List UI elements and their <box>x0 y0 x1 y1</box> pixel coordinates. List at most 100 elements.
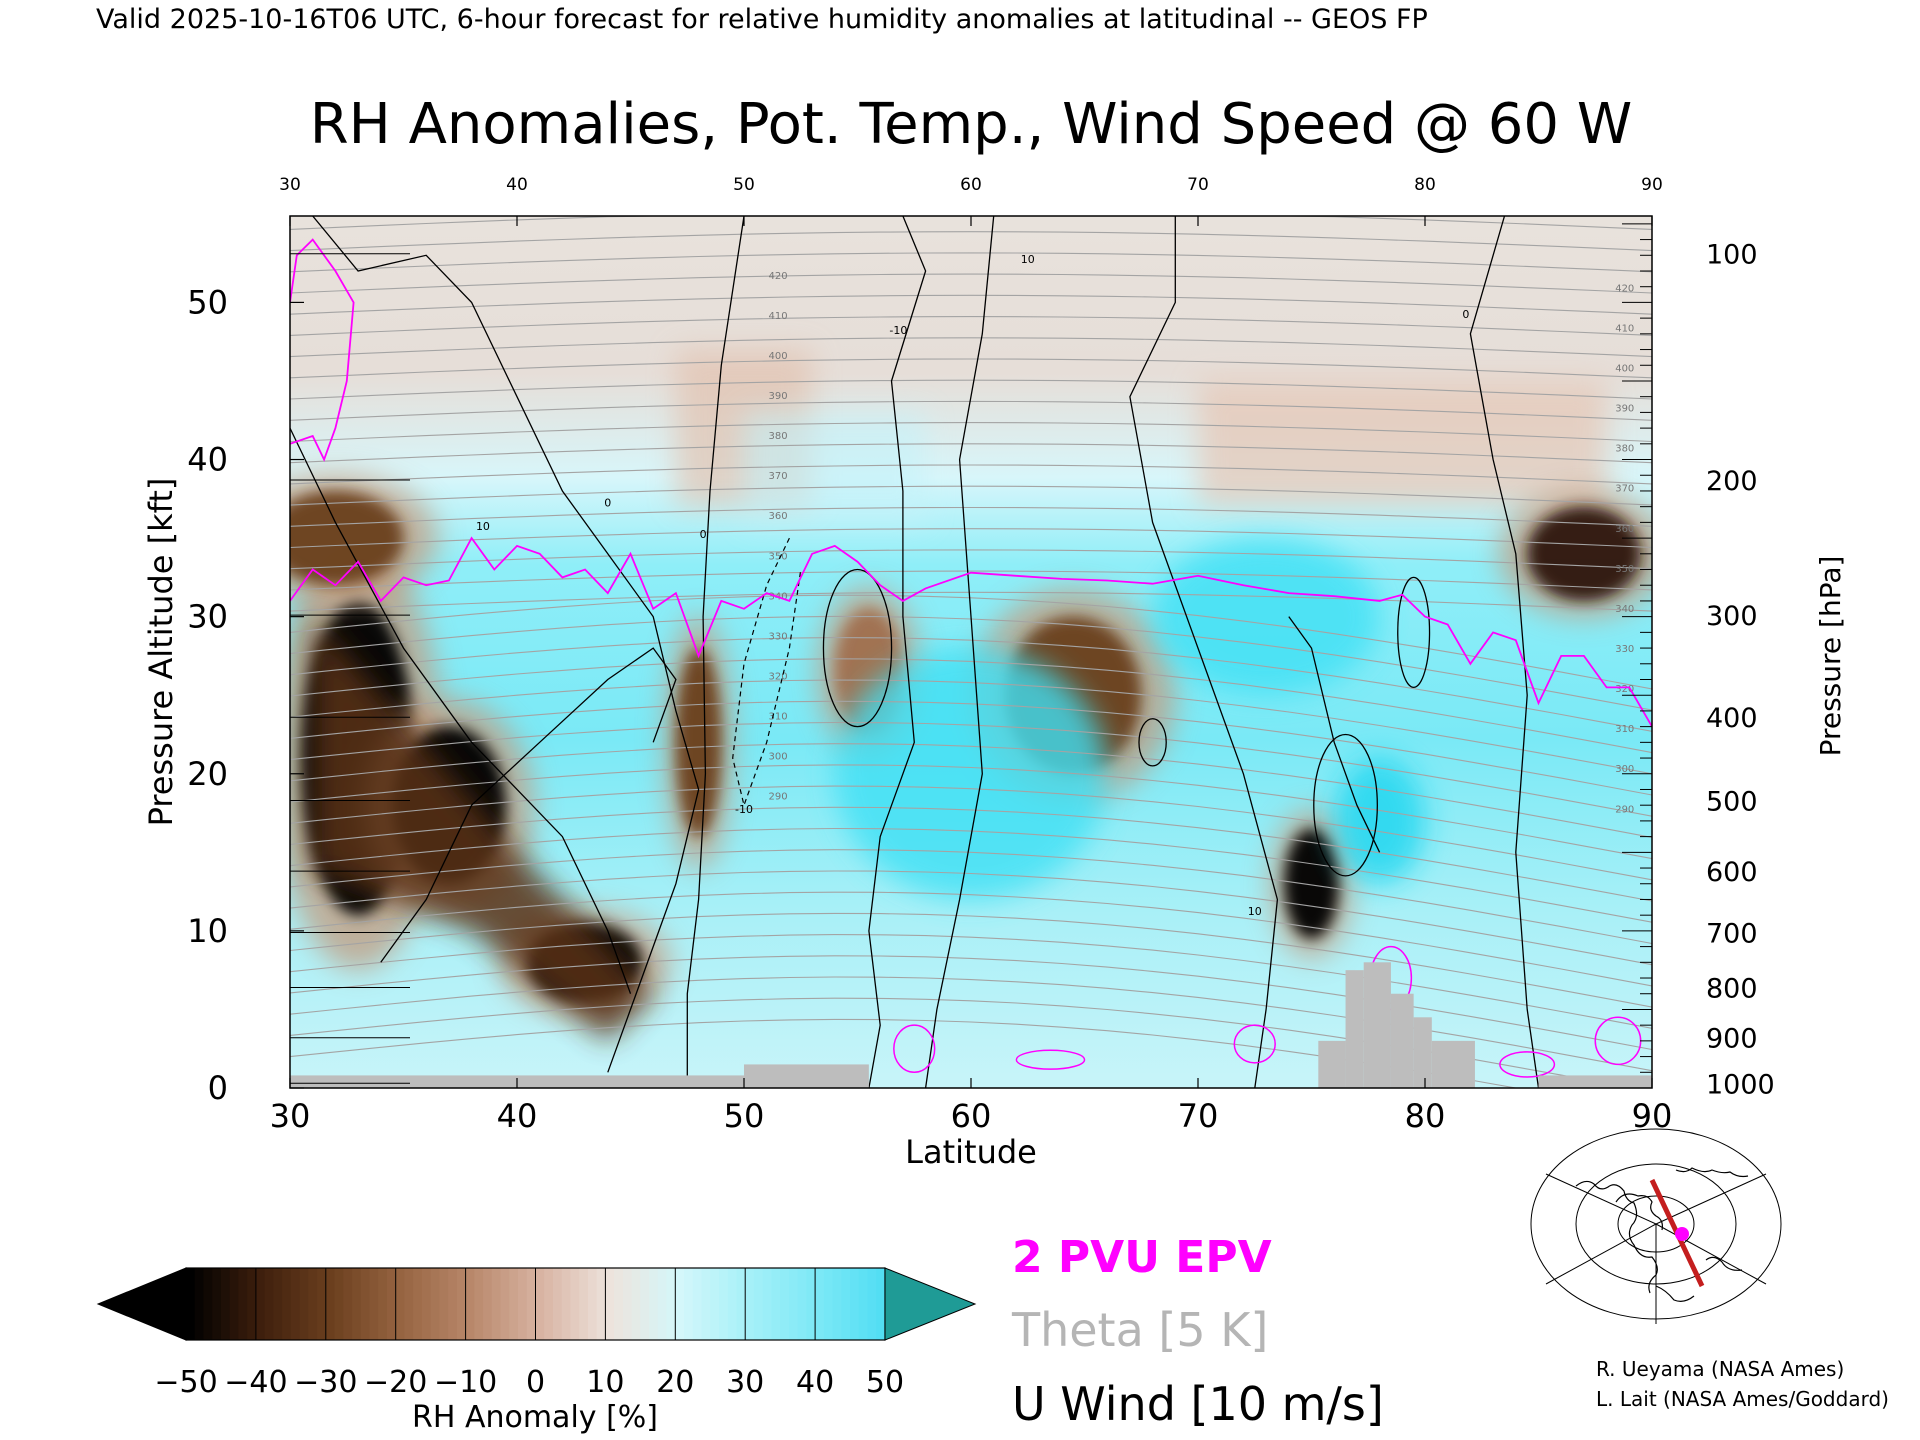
credit-line-2: L. Lait (NASA Ames/Goddard) <box>1596 1387 1889 1411</box>
colorbar-arrow-right <box>884 1267 977 1341</box>
pv-low-level-contour <box>1015 1049 1086 1070</box>
legend-pv-label: 2 PVU EPV <box>1012 1232 1272 1283</box>
y-axis-right-label: Pressure [hPa] <box>1814 556 1847 757</box>
colorbar-swatch <box>876 1268 886 1340</box>
colorbar-swatch <box>806 1268 816 1340</box>
theta-contour-line <box>290 337 1652 358</box>
pv-2pvu-contour <box>290 536 1652 728</box>
u-wind-contour-line <box>312 216 700 1073</box>
u-wind-contour-line <box>868 216 927 1088</box>
polar-projection-map-icon <box>1530 1128 1782 1324</box>
colorbar-swatch <box>587 1268 598 1340</box>
theta-contour-line <box>290 231 1652 252</box>
pressure-tick-label: 300 <box>1706 601 1758 632</box>
colorbar-swatch <box>352 1268 362 1340</box>
colorbar-swatch <box>290 1268 301 1340</box>
theta-contour-line <box>290 870 1652 966</box>
theta-contour-line <box>290 764 1652 860</box>
theta-contour-line <box>290 528 1652 549</box>
rh-dry-core <box>1527 506 1641 601</box>
theta-contour-label: 310 <box>769 712 788 723</box>
x-tick-label-top: 80 <box>1414 175 1436 195</box>
colorbar-swatch <box>858 1268 869 1340</box>
u-wind-contour-line <box>1469 216 1540 1088</box>
colorbar-swatch <box>823 1268 834 1340</box>
theta-contour-label: 290 <box>769 792 788 803</box>
u-wind-closed-contour <box>1138 718 1167 767</box>
pv-low-level-contour <box>1499 1051 1556 1078</box>
u-wind-closed-contour <box>1397 576 1431 689</box>
plot-area: 420 420 410 410 400 400 390 390 380 380 370 370 360 3… <box>289 215 1653 1089</box>
credit-line-1: R. Ueyama (NASA Ames) <box>1596 1357 1844 1381</box>
legend: 2 PVU EPV Theta [5 K] U Wind [10 m/s] <box>1011 1232 1384 1431</box>
colorbar-swatch <box>430 1268 440 1340</box>
colorbar-swatch <box>334 1268 344 1340</box>
u-wind-contour-label: 10 <box>1021 253 1035 266</box>
theta-contour-label: 320 <box>1615 684 1634 695</box>
theta-contour-line <box>290 658 1652 754</box>
colorbar-tick-label: 50 <box>866 1365 904 1400</box>
colorbar-swatch <box>203 1268 213 1340</box>
theta-contour-line <box>290 700 1652 796</box>
colorbar-swatch <box>710 1268 720 1340</box>
pv-low-level-contour <box>893 1024 936 1074</box>
surface-terrain-block <box>744 1064 869 1088</box>
y-axis-right: 100 200 300 400 500 600 700 800 900 1000 <box>1706 240 1775 1101</box>
theta-contour-label: 360 <box>769 511 788 522</box>
colorbar: −50 −40 −30 −20 −10 0 10 20 30 40 50 <box>96 1267 977 1400</box>
colorbar-swatch <box>850 1268 860 1340</box>
y-tick-label: 50 <box>187 283 228 321</box>
colorbar-swatch <box>718 1268 729 1340</box>
u-wind-contour-label: 0 <box>700 528 707 541</box>
rh-dry-core <box>675 648 722 837</box>
x-axis-label: Latitude <box>905 1133 1037 1171</box>
theta-contour-line <box>290 549 1652 570</box>
x-tick-label: 50 <box>724 1097 765 1135</box>
x-tick-label-top: 70 <box>1187 175 1209 195</box>
pressure-tick-label: 200 <box>1706 466 1758 497</box>
x-axis-top: 30 40 50 60 70 80 90 <box>279 175 1663 226</box>
theta-contour-label: 410 <box>1615 323 1634 334</box>
theta-contour-label: 330 <box>769 631 788 642</box>
theta-contour-line <box>290 591 1652 612</box>
theta-contour-label: 370 <box>1615 484 1634 495</box>
x-tick-label: 40 <box>497 1097 538 1135</box>
pressure-tick-label: 400 <box>1706 703 1758 734</box>
colorbar-tick-label: 20 <box>656 1365 694 1400</box>
colorbar-swatch <box>736 1268 746 1340</box>
colorbar-swatch <box>727 1268 738 1340</box>
theta-contour-line <box>290 316 1652 336</box>
pressure-tick-label: 800 <box>1706 973 1758 1004</box>
legend-theta-label: Theta [5 K] <box>1011 1303 1268 1357</box>
colorbar-tick-label: −30 <box>294 1365 357 1400</box>
colorbar-swatch <box>762 1268 773 1340</box>
colorbar-swatch <box>544 1268 554 1340</box>
y-tick-label: 0 <box>208 1069 228 1107</box>
colorbar-swatch <box>684 1268 694 1340</box>
colorbar-label: RH Anomaly [%] <box>412 1400 658 1435</box>
colorbar-swatch <box>841 1268 851 1340</box>
pressure-tick-label: 500 <box>1706 786 1758 817</box>
theta-contour-line <box>290 358 1652 379</box>
theta-contour-line <box>290 252 1652 273</box>
colorbar-tick-label: −40 <box>224 1365 287 1400</box>
theta-contour-line <box>290 443 1652 464</box>
colorbar-swatch <box>386 1268 397 1340</box>
pressure-tick-label: 1000 <box>1706 1069 1775 1100</box>
u-wind-closed-contour <box>822 568 893 728</box>
colorbar-swatch <box>771 1268 781 1340</box>
colorbar-swatch <box>526 1268 537 1340</box>
x-tick-label-top: 50 <box>733 175 755 195</box>
colorbar-swatch <box>832 1268 842 1340</box>
theta-contour-label: 350 <box>1615 564 1634 575</box>
u-wind-contours: 10 0 -10 10 0 -10 10 0 <box>290 216 1540 1088</box>
u-wind-contour-line <box>380 647 677 963</box>
theta-contour-label: 300 <box>769 752 788 763</box>
theta-contour-label: 350 <box>769 551 788 562</box>
rh-dry-core <box>290 490 404 586</box>
colorbar-tick-label: −20 <box>364 1365 427 1400</box>
y-tick-label: 20 <box>187 755 228 793</box>
theta-contour-label: 380 <box>769 431 788 442</box>
x-tick-label-top: 60 <box>960 175 982 195</box>
